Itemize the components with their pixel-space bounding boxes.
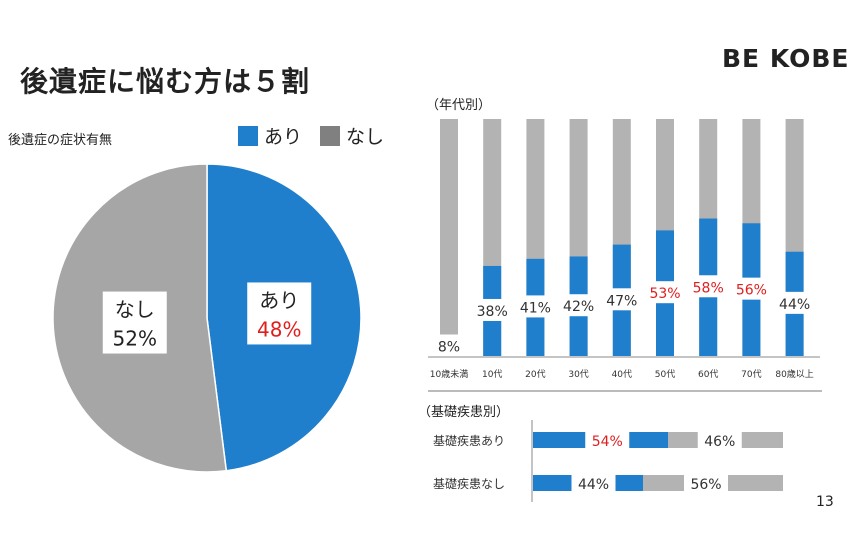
row-label: 基礎疾患なし [433, 476, 505, 491]
pie-label-box [102, 291, 167, 354]
x-tick-label: 60代 [698, 369, 718, 380]
bar-value-label: 44% [578, 477, 609, 493]
bar-value-bg [601, 288, 642, 311]
bar-value-label: 41% [520, 300, 551, 316]
row-label: 基礎疾患あり [433, 433, 505, 448]
bar-value-bg [697, 429, 742, 451]
bar-value-bg [774, 291, 815, 314]
legend-swatch-ari [238, 125, 258, 146]
x-tick-label: 10歳未満 [430, 368, 468, 380]
bar-value-label: 53% [649, 286, 680, 302]
legend-swatch-nashi [320, 125, 341, 146]
pie-label-value: 48% [257, 317, 301, 341]
x-tick-label: 70代 [741, 369, 761, 380]
pie-legend: あり なし [238, 122, 402, 149]
bar-value-bg [515, 295, 556, 318]
age-chart-title: （年代別） [426, 98, 492, 113]
bar-value-bg [429, 334, 469, 357]
bar-value-label: 46% [704, 434, 735, 450]
bar-value-bg [645, 281, 685, 304]
legend-item-ari: あり [238, 122, 302, 149]
legend-label-ari: あり [264, 126, 303, 148]
legend-label-nashi: なし [346, 126, 385, 148]
x-tick-label: 50代 [655, 369, 675, 380]
bar-value-label: 44% [779, 297, 810, 313]
bar-value-label: 56% [690, 477, 721, 493]
bar-background [440, 119, 458, 356]
legend-item-nashi: なし [320, 122, 384, 149]
bar-value-label: 47% [606, 293, 637, 309]
x-tick-label: 80歳以上 [775, 368, 813, 380]
bar-value-label: 8% [438, 340, 460, 356]
bar-value-label: 38% [477, 304, 508, 320]
pie-label-box [247, 282, 312, 345]
x-tick-label: 40代 [612, 369, 632, 380]
bar-value-label: 58% [693, 280, 724, 296]
page-number: 13 [816, 494, 834, 510]
bar-value-label: 42% [563, 299, 594, 315]
bar-value-bg [472, 298, 513, 321]
bar-value-bg [558, 294, 599, 317]
pie-label-name: なし [115, 298, 155, 322]
bar-value-bg [585, 429, 630, 451]
bar-value-label: 54% [592, 434, 623, 450]
x-tick-label: 20代 [525, 369, 545, 380]
page-title: 後遺症に悩む方は５割 [20, 65, 311, 98]
disease-chart-title: （基礎疾患別） [418, 405, 510, 420]
bar-value-bg [731, 277, 772, 300]
x-tick-label: 10代 [482, 369, 502, 380]
pie-label-value: 52% [113, 327, 157, 351]
bar-value-bg [684, 472, 728, 494]
x-tick-label: 30代 [568, 369, 588, 380]
bar-value-bg [688, 275, 729, 298]
pie-label-name: あり [259, 288, 299, 312]
bar-value-bg [571, 472, 616, 494]
bar-value-label: 56% [736, 283, 767, 299]
brand-logo: BE KOBE [722, 44, 850, 73]
pie-subtitle: 後遺症の症状有無 [8, 133, 113, 148]
